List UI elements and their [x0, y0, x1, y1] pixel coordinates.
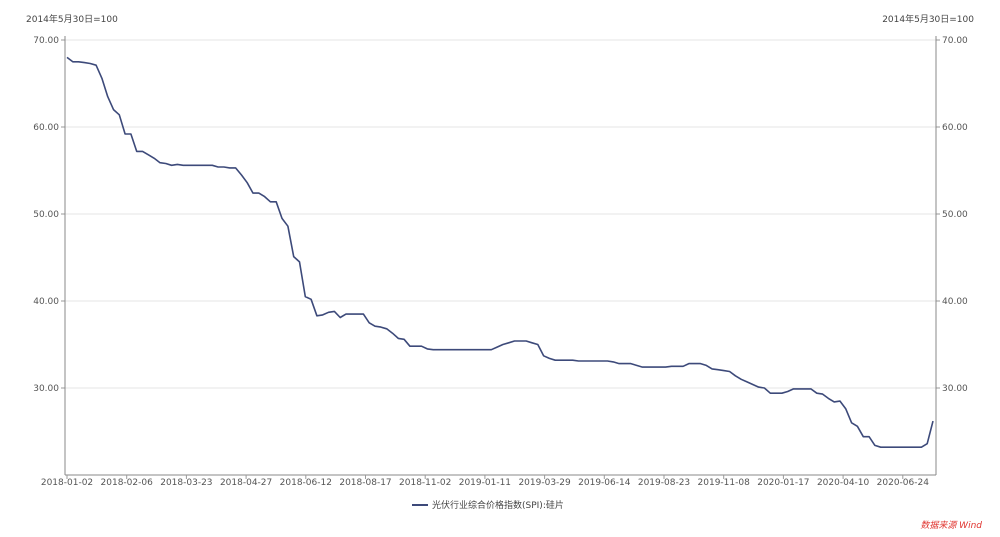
y-tick-label: 70.00	[33, 36, 59, 46]
x-tick-label: 2019-01-11	[459, 478, 511, 488]
y-tick-label: 60.00	[33, 123, 59, 133]
x-tick-label: 2018-06-12	[280, 478, 332, 488]
x-tick-label: 2018-08-17	[339, 478, 391, 488]
x-tick-label: 2020-01-17	[757, 478, 809, 488]
left-y-tick-labels: 70.00 60.00 50.00 40.00 30.00	[33, 36, 59, 394]
legend[interactable]: 光伏行业综合价格指数(SPI):硅片	[412, 499, 564, 511]
y-tick-label-right: 40.00	[942, 297, 968, 307]
y-tick-label: 50.00	[33, 210, 59, 220]
legend-label: 光伏行业综合价格指数(SPI):硅片	[432, 499, 564, 511]
series-line-0[interactable]	[66, 56, 934, 449]
left-axis-unit-label: 2014年5月30日=100	[26, 13, 118, 25]
right-axis-unit-label: 2014年5月30日=100	[882, 13, 974, 25]
x-tick-label: 2019-06-14	[578, 478, 631, 488]
x-tick-label: 2018-03-23	[160, 478, 212, 488]
y-tick-label: 40.00	[33, 297, 59, 307]
y-tick-label-right: 60.00	[942, 123, 968, 133]
x-tick-label: 2020-04-10	[817, 478, 870, 488]
right-y-tick-labels: 70.00 60.00 50.00 40.00 30.00	[942, 36, 968, 394]
gridlines	[65, 39, 936, 389]
axes	[61, 36, 940, 479]
x-tick-label: 2019-03-29	[518, 478, 571, 488]
x-tick-label: 2019-08-23	[638, 478, 690, 488]
y-tick-label: 30.00	[33, 384, 59, 394]
x-tick-label: 2020-06-24	[877, 478, 930, 488]
series-lines	[66, 56, 934, 449]
y-tick-label-right: 50.00	[942, 210, 968, 220]
x-tick-label: 2018-11-02	[399, 478, 451, 488]
x-tick-labels: 2018-01-02 2018-02-06 2018-03-23 2018-04-27…	[41, 478, 929, 488]
y-tick-label-right: 70.00	[942, 36, 968, 46]
x-tick-label: 2018-04-27	[220, 478, 272, 488]
x-tick-label: 2019-11-08	[698, 478, 751, 488]
x-tick-label: 2018-02-06	[101, 478, 154, 488]
y-tick-label-right: 30.00	[942, 384, 968, 394]
x-tick-label: 2018-01-02	[41, 478, 93, 488]
data-source-label: 数据来源 Wind	[920, 520, 982, 531]
